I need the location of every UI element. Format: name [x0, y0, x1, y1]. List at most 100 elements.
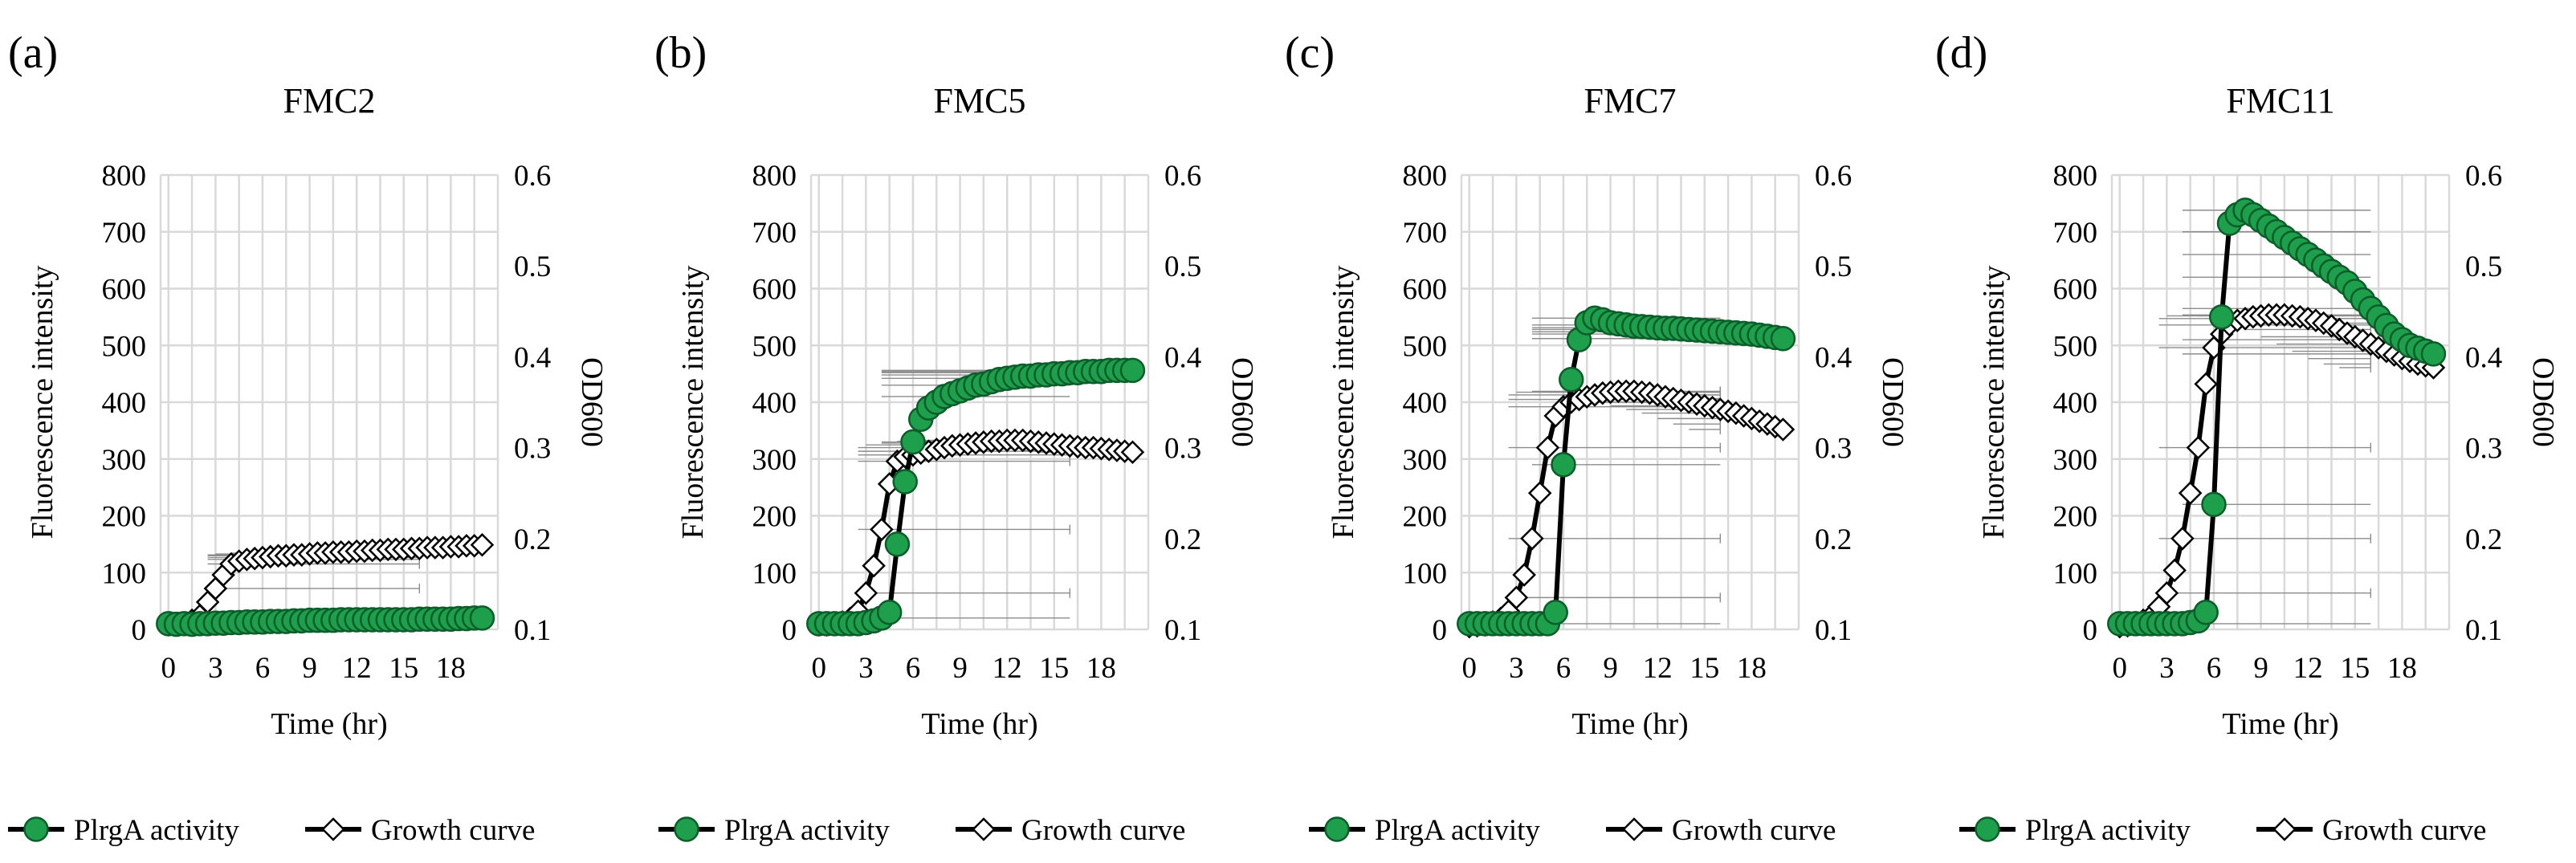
x-tick-label: 9 — [1603, 652, 1618, 685]
legend-growth-marker — [1622, 817, 1646, 841]
activity-marker — [876, 600, 903, 625]
growth-curve-marker — [870, 517, 894, 542]
y-tick-label: 600 — [2053, 274, 2098, 307]
y-tick-label: 0 — [2083, 614, 2098, 647]
activity-marker — [2193, 600, 2219, 625]
x-axis-label: Time (hr) — [271, 707, 387, 741]
legend-activity-label: PlrgA activity — [74, 814, 239, 847]
y-tick-label: 400 — [2053, 387, 2098, 420]
y-tick-label: 200 — [102, 501, 147, 534]
activity-marker — [892, 469, 918, 495]
growth-curve-marker — [2186, 435, 2211, 460]
x-tick-label: 15 — [1039, 652, 1069, 685]
y2-tick-label: 0.2 — [2465, 523, 2502, 556]
growth-curve-marker — [862, 553, 886, 578]
x-tick-label: 0 — [1462, 652, 1478, 685]
y2-tick-label: 0.6 — [514, 160, 551, 193]
y2-tick-label: 0.4 — [1164, 341, 1201, 374]
activity-marker — [900, 429, 926, 455]
legend: PlrgA activity Growth curve — [8, 814, 535, 847]
growth-curve-marker — [470, 532, 495, 557]
y-axis-label: Fluorescence intensity — [26, 266, 59, 539]
x-tick-label: 9 — [2253, 652, 2268, 685]
y-axis-label: Fluorescence intensity — [1977, 266, 2011, 539]
x-tick-label: 12 — [2293, 652, 2323, 685]
y-tick-label: 200 — [1403, 501, 1448, 534]
y-tick-label: 500 — [752, 330, 797, 363]
y-tick-label: 100 — [1403, 557, 1448, 590]
activity-marker — [2208, 304, 2235, 330]
chart-title: FMC11 — [2226, 81, 2334, 120]
y-tick-label: 800 — [2053, 160, 2098, 193]
y-tick-label: 800 — [1403, 160, 1448, 193]
x-tick-label: 9 — [302, 652, 317, 685]
y2-tick-label: 0.1 — [2465, 614, 2502, 647]
y2-axis-label: OD600 — [2526, 357, 2560, 447]
y2-tick-label: 0.4 — [514, 341, 551, 374]
y-axis-label: Fluorescence intensity — [676, 266, 710, 539]
legend: PlrgA activity Growth curve — [658, 814, 1185, 847]
y-tick-label: 300 — [2053, 444, 2098, 477]
y-tick-label: 400 — [1403, 387, 1448, 420]
y2-tick-label: 0.5 — [1815, 250, 1852, 283]
y-tick-label: 500 — [1403, 330, 1448, 363]
y2-axis-label: OD600 — [575, 357, 609, 447]
activity-marker — [1543, 600, 1568, 625]
y2-axis-label: OD600 — [1225, 357, 1259, 447]
x-tick-label: 9 — [952, 652, 968, 685]
growth-curve-marker — [1504, 585, 1529, 610]
legend-growth-label: Growth curve — [2322, 814, 2486, 847]
y-tick-label: 400 — [752, 387, 797, 420]
x-tick-label: 3 — [1509, 652, 1524, 685]
x-axis-label: Time (hr) — [1571, 707, 1688, 741]
y2-tick-label: 0.6 — [2465, 160, 2502, 193]
legend-activity-label: PlrgA activity — [2025, 814, 2191, 847]
y-tick-label: 700 — [2053, 217, 2098, 250]
y2-tick-label: 0.2 — [1164, 523, 1201, 556]
x-tick-label: 12 — [1643, 652, 1673, 685]
y-tick-label: 200 — [752, 501, 797, 534]
y2-tick-label: 0.4 — [1815, 341, 1852, 374]
y-tick-label: 200 — [2053, 501, 2098, 534]
y2-axis-label: OD600 — [1876, 357, 1910, 447]
legend-growth-label: Growth curve — [1672, 814, 1836, 847]
y-tick-label: 700 — [1403, 217, 1448, 250]
x-tick-label: 6 — [1556, 652, 1571, 685]
y2-tick-label: 0.5 — [1164, 250, 1201, 283]
y-tick-label: 700 — [752, 217, 797, 250]
growth-curve-marker — [1535, 435, 1560, 460]
y2-tick-label: 0.4 — [2465, 341, 2502, 374]
legend: PlrgA activity Growth curve — [1959, 814, 2486, 847]
y-tick-label: 300 — [752, 444, 797, 477]
y-tick-label: 800 — [102, 160, 147, 193]
growth-curve-marker — [854, 580, 878, 605]
y-axis-label: Fluorescence intensity — [1327, 266, 1360, 539]
y2-tick-label: 0.3 — [514, 433, 551, 466]
activity-marker — [2420, 341, 2447, 367]
legend-activity-label: PlrgA activity — [1375, 814, 1540, 847]
x-tick-label: 6 — [2207, 652, 2222, 685]
x-tick-label: 6 — [906, 652, 921, 685]
y-tick-label: 500 — [2053, 330, 2098, 363]
panel-letter: (c) — [1285, 28, 1335, 78]
panel-letter: (a) — [8, 28, 58, 78]
y2-tick-label: 0.1 — [1164, 614, 1201, 647]
y-tick-label: 0 — [1433, 614, 1448, 647]
legend-growth-marker — [321, 817, 345, 841]
x-tick-label: 0 — [812, 652, 827, 685]
growth-curve-marker — [1120, 440, 1145, 465]
y-tick-label: 800 — [752, 160, 797, 193]
legend-activity-label: PlrgA activity — [724, 814, 890, 847]
x-axis-label: Time (hr) — [2222, 707, 2338, 741]
activity-marker — [1770, 326, 1796, 352]
y-tick-label: 100 — [752, 557, 797, 590]
y-tick-label: 100 — [102, 557, 147, 590]
y2-tick-label: 0.2 — [1815, 523, 1852, 556]
panel-letter: (b) — [654, 28, 707, 78]
y2-tick-label: 0.5 — [2465, 250, 2502, 283]
y2-tick-label: 0.6 — [1815, 160, 1852, 193]
x-tick-label: 0 — [161, 652, 177, 685]
